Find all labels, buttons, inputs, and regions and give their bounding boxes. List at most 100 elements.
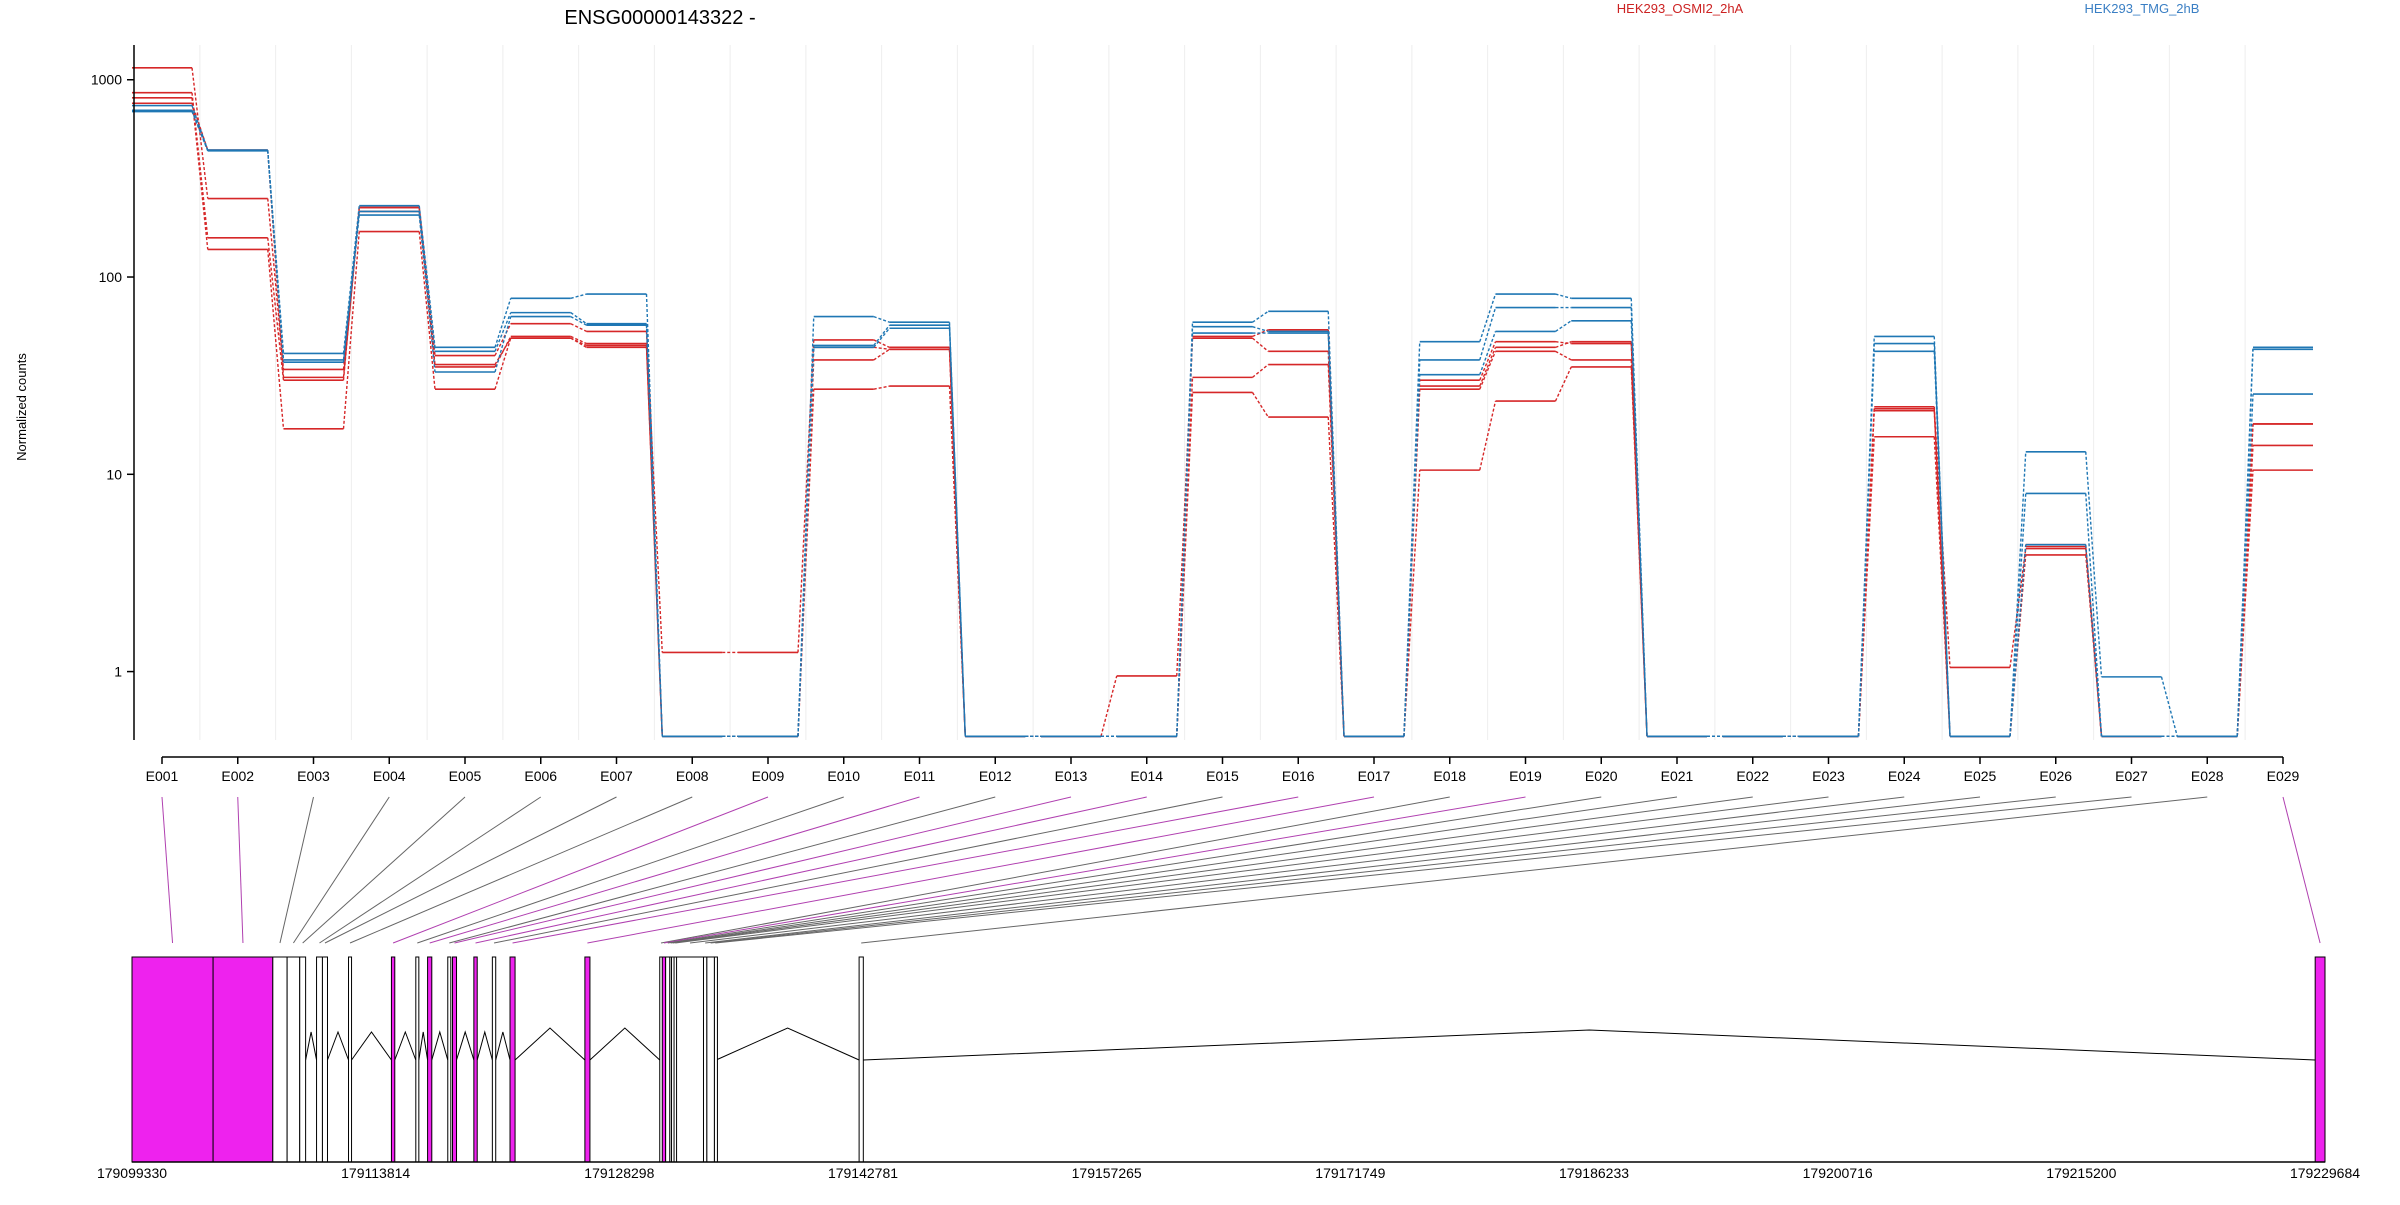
connector-segment bbox=[873, 324, 891, 346]
connector-segment bbox=[1555, 341, 1572, 345]
exon-bin-E001 bbox=[131, 956, 214, 1163]
exon-bin-E025 bbox=[702, 956, 708, 1163]
connector-segment bbox=[1176, 333, 1194, 737]
connector-segment bbox=[191, 103, 209, 151]
intron-line bbox=[431, 1030, 449, 1061]
series-layer bbox=[132, 66, 2313, 738]
bin-connector bbox=[392, 796, 769, 944]
bin-connector bbox=[715, 796, 2132, 944]
connector-segment bbox=[645, 325, 663, 737]
exon-bin-E008 bbox=[348, 956, 353, 1163]
legend-label-osmi2: HEK293_OSMI2_2hA bbox=[1617, 1, 1744, 16]
connector-segment bbox=[873, 346, 890, 351]
x-tick-label: E004 bbox=[373, 768, 406, 784]
bin-connector bbox=[672, 796, 1753, 944]
intron-line bbox=[418, 1031, 429, 1061]
bin-connector bbox=[660, 796, 1450, 944]
series-HEK293_OSMI2_2hA bbox=[132, 102, 2313, 738]
connector-segment bbox=[418, 211, 436, 352]
connector-segment bbox=[1630, 307, 1648, 737]
x-tick-label: E026 bbox=[2039, 768, 2072, 784]
gene-model-layer: 179099330 179113814 179128298 179142781 1791… bbox=[97, 956, 2360, 1181]
x-tick-label: E024 bbox=[1888, 768, 1921, 784]
series-HEK293_TMG_2hB bbox=[132, 110, 2313, 738]
connector-segment bbox=[570, 335, 587, 345]
bin-connector bbox=[161, 796, 174, 944]
bin-connector bbox=[475, 796, 1147, 944]
exon-bin-E017 bbox=[584, 956, 591, 1163]
x-tick-label: E015 bbox=[1206, 768, 1239, 784]
connector-segment bbox=[1479, 351, 1497, 390]
x-tick-label: E023 bbox=[1812, 768, 1845, 784]
bin-connector bbox=[705, 796, 1981, 944]
x-tick-label: E029 bbox=[2267, 768, 2300, 784]
x-tick-label: E002 bbox=[221, 768, 254, 784]
connector-segment bbox=[342, 211, 360, 378]
coord-tick-label: 179215200 bbox=[2046, 1165, 2116, 1181]
connector-segment bbox=[1933, 351, 1951, 737]
exon-bin-E007 bbox=[321, 956, 328, 1163]
x-tick-label: E006 bbox=[524, 768, 557, 784]
intron-line bbox=[495, 1031, 511, 1061]
y-tick-label: 1 bbox=[114, 664, 122, 680]
connector-segment bbox=[1403, 374, 1421, 737]
connector-segment bbox=[1327, 333, 1345, 737]
x-tick-label: E020 bbox=[1585, 768, 1618, 784]
exon-bin-E015 bbox=[491, 956, 497, 1163]
bin-connector bbox=[512, 796, 1299, 944]
bin-connector bbox=[587, 796, 1375, 944]
exon-bin-E012 bbox=[447, 956, 452, 1163]
bin-connector bbox=[237, 796, 244, 944]
bin-connector bbox=[449, 796, 996, 944]
x-tick-label: E027 bbox=[2115, 768, 2148, 784]
connector-segment bbox=[2236, 470, 2254, 737]
exon-bin-E027 bbox=[713, 956, 718, 1163]
bin-connector bbox=[670, 796, 1678, 944]
connector-segment bbox=[570, 293, 587, 299]
connector-segment bbox=[1252, 337, 1269, 352]
connector-segment bbox=[645, 331, 663, 653]
bin-connector bbox=[710, 796, 2056, 944]
exon-bin-E028 bbox=[858, 956, 864, 1163]
y-tick-label: 10 bbox=[106, 466, 122, 482]
connector-segment bbox=[494, 337, 512, 390]
connector-segment bbox=[570, 337, 587, 348]
connector-segment bbox=[1100, 675, 1118, 737]
x-tick-label: E007 bbox=[600, 768, 633, 784]
grid-layer bbox=[199, 45, 2246, 740]
connector-segment bbox=[1252, 364, 1269, 378]
connector-segment bbox=[1554, 366, 1572, 402]
connector-segment bbox=[1630, 320, 1648, 737]
connector-segment bbox=[1630, 366, 1648, 737]
chart-title: ENSG00000143322 - bbox=[564, 7, 755, 29]
series-HEK293_OSMI2_2hA bbox=[132, 91, 2313, 738]
exon-bin-E002 bbox=[212, 956, 274, 1163]
exon-bin-E014 bbox=[473, 956, 478, 1163]
connector-segment bbox=[267, 198, 285, 370]
bin-connector bbox=[675, 796, 1829, 944]
coord-tick-label: 179128298 bbox=[584, 1165, 654, 1181]
x-tick-label: E001 bbox=[146, 768, 179, 784]
connector-segment bbox=[1479, 331, 1497, 375]
connector-segment bbox=[873, 327, 891, 348]
connector-segment bbox=[494, 312, 512, 352]
connector-segment bbox=[494, 298, 512, 348]
bin-connector bbox=[454, 796, 1072, 944]
bin-connector bbox=[349, 796, 693, 944]
intron-line bbox=[351, 1031, 392, 1061]
intron-line bbox=[476, 1030, 493, 1061]
intron-line bbox=[863, 1029, 2316, 1061]
bin-connector bbox=[2282, 796, 2321, 944]
connector-segment bbox=[1555, 350, 1572, 361]
y-tick-label: 1000 bbox=[91, 72, 122, 88]
connector-segment bbox=[191, 105, 209, 151]
coord-tick-label: 179171749 bbox=[1315, 1165, 1385, 1181]
bin-connector bbox=[319, 796, 542, 944]
connector-segment bbox=[494, 323, 512, 356]
connector-segment bbox=[948, 328, 966, 737]
exon-bin-E019 bbox=[661, 956, 667, 1163]
connector-segment bbox=[797, 339, 815, 653]
coord-tick-label: 179186233 bbox=[1559, 1165, 1629, 1181]
exon-bin-E005 bbox=[299, 956, 307, 1163]
